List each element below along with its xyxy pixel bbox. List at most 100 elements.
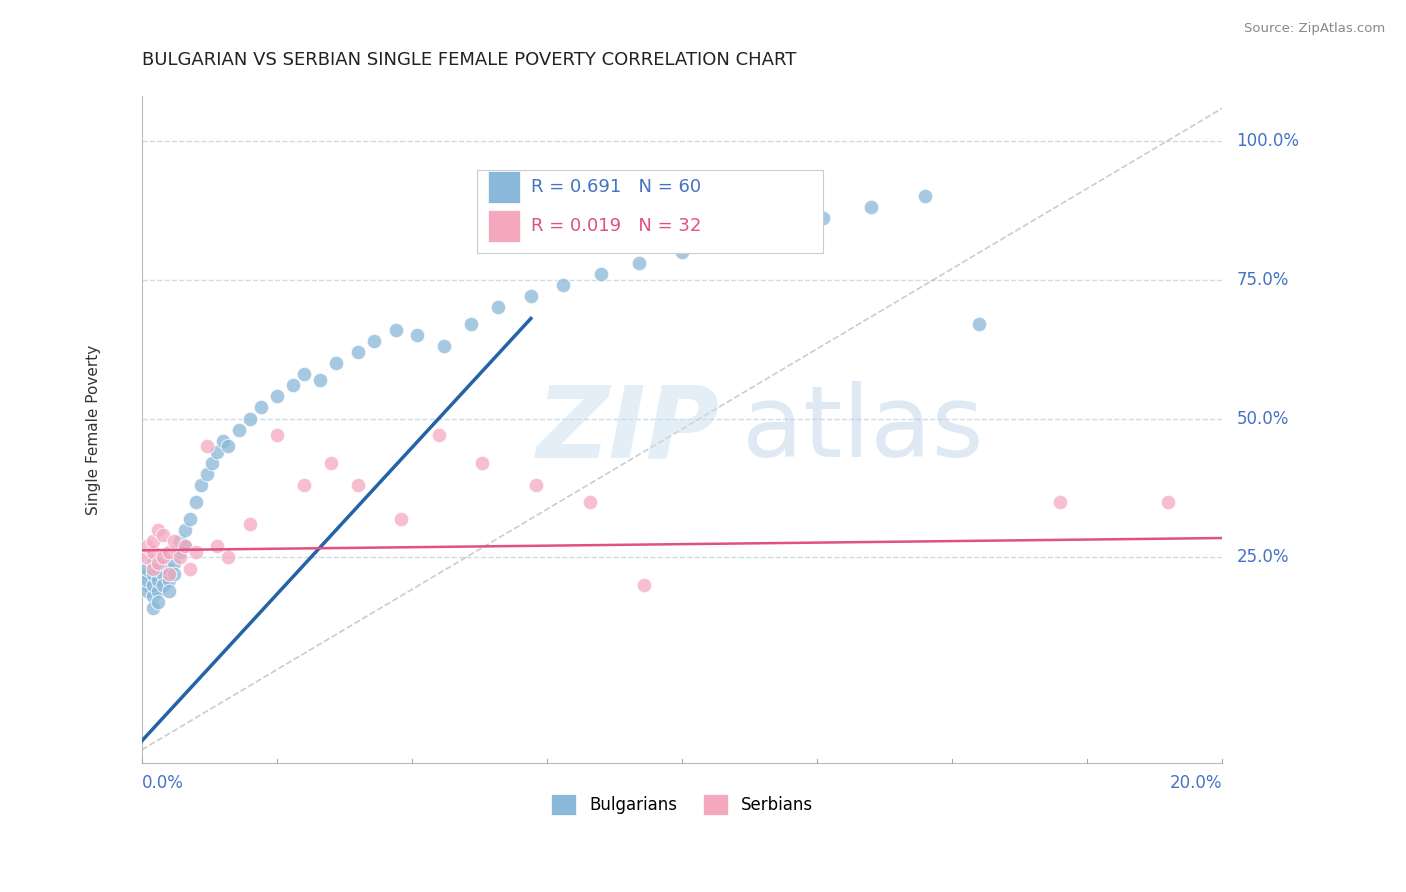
Point [207, 540, 229, 554]
Point [427, 428, 450, 442]
Point [281, 378, 304, 392]
Point [184, 545, 207, 559]
Point [157, 567, 180, 582]
Text: BULGARIAN VS SERBIAN SINGLE FEMALE POVERTY CORRELATION CHART: BULGARIAN VS SERBIAN SINGLE FEMALE POVER… [142, 52, 796, 70]
Text: 75.0%: 75.0% [1236, 270, 1289, 289]
Point [671, 244, 693, 259]
Point [163, 556, 186, 570]
Point [169, 545, 191, 559]
Point [239, 517, 262, 532]
Point [1157, 495, 1180, 509]
Text: 20.0%: 20.0% [1170, 774, 1222, 792]
Point [174, 540, 197, 554]
Text: 100.0%: 100.0% [1236, 132, 1299, 150]
Point [169, 550, 191, 565]
Point [146, 583, 169, 598]
Point [1049, 495, 1071, 509]
Point [579, 495, 602, 509]
Point [389, 511, 412, 525]
Point [179, 511, 201, 525]
Text: 50.0%: 50.0% [1236, 409, 1289, 427]
Point [195, 439, 218, 453]
Point [347, 344, 370, 359]
Point [860, 200, 883, 214]
Point [190, 478, 212, 492]
Text: 25.0%: 25.0% [1236, 549, 1289, 566]
Point [142, 556, 165, 570]
Point [142, 600, 165, 615]
Text: R = 0.691   N = 60: R = 0.691 N = 60 [531, 178, 702, 196]
Point [157, 545, 180, 559]
Point [553, 278, 575, 293]
Point [266, 389, 288, 403]
Point [591, 267, 613, 281]
Point [347, 478, 370, 492]
Point [152, 550, 174, 565]
Point [460, 317, 482, 331]
Point [249, 401, 271, 415]
Point [406, 328, 429, 343]
Point [201, 456, 224, 470]
Point [136, 567, 159, 582]
Point [627, 256, 650, 270]
Point [136, 573, 159, 587]
Point [217, 550, 239, 565]
Point [520, 289, 543, 303]
Point [157, 561, 180, 575]
Text: Single Female Poverty: Single Female Poverty [86, 344, 101, 515]
Point [169, 533, 191, 548]
Point [714, 234, 737, 248]
Point [179, 561, 201, 575]
Point [136, 578, 159, 592]
Point [157, 583, 180, 598]
Point [239, 411, 262, 425]
Point [914, 189, 936, 203]
Text: R = 0.019   N = 32: R = 0.019 N = 32 [531, 217, 702, 235]
Point [142, 590, 165, 604]
Point [152, 567, 174, 582]
Point [292, 367, 315, 381]
Point [142, 545, 165, 559]
Point [152, 550, 174, 565]
Point [146, 556, 169, 570]
Point [136, 550, 159, 565]
FancyBboxPatch shape [477, 169, 823, 253]
Point [136, 583, 159, 598]
Point [811, 211, 834, 226]
Point [152, 528, 174, 542]
Point [157, 573, 180, 587]
Text: Source: ZipAtlas.com: Source: ZipAtlas.com [1244, 22, 1385, 36]
Legend: Bulgarians, Serbians: Bulgarians, Serbians [544, 788, 820, 822]
Point [163, 567, 186, 582]
Point [212, 434, 235, 448]
Point [309, 373, 332, 387]
Point [136, 540, 159, 554]
Point [146, 595, 169, 609]
Point [207, 445, 229, 459]
Point [142, 533, 165, 548]
Point [146, 523, 169, 537]
Point [488, 301, 510, 315]
Text: atlas: atlas [741, 381, 983, 478]
Point [969, 317, 991, 331]
Point [633, 578, 655, 592]
Point [433, 339, 456, 353]
Point [152, 578, 174, 592]
Point [146, 561, 169, 575]
Point [163, 533, 186, 548]
Point [174, 523, 197, 537]
Point [319, 456, 342, 470]
Point [195, 467, 218, 482]
Text: 0.0%: 0.0% [142, 774, 184, 792]
Point [471, 456, 494, 470]
Point [217, 439, 239, 453]
Bar [488, 171, 520, 202]
Text: ZIP: ZIP [536, 381, 720, 478]
Point [174, 540, 197, 554]
Point [136, 561, 159, 575]
Point [363, 334, 385, 348]
Point [384, 323, 406, 337]
Point [228, 423, 250, 437]
Point [266, 428, 288, 442]
Bar [488, 210, 520, 242]
